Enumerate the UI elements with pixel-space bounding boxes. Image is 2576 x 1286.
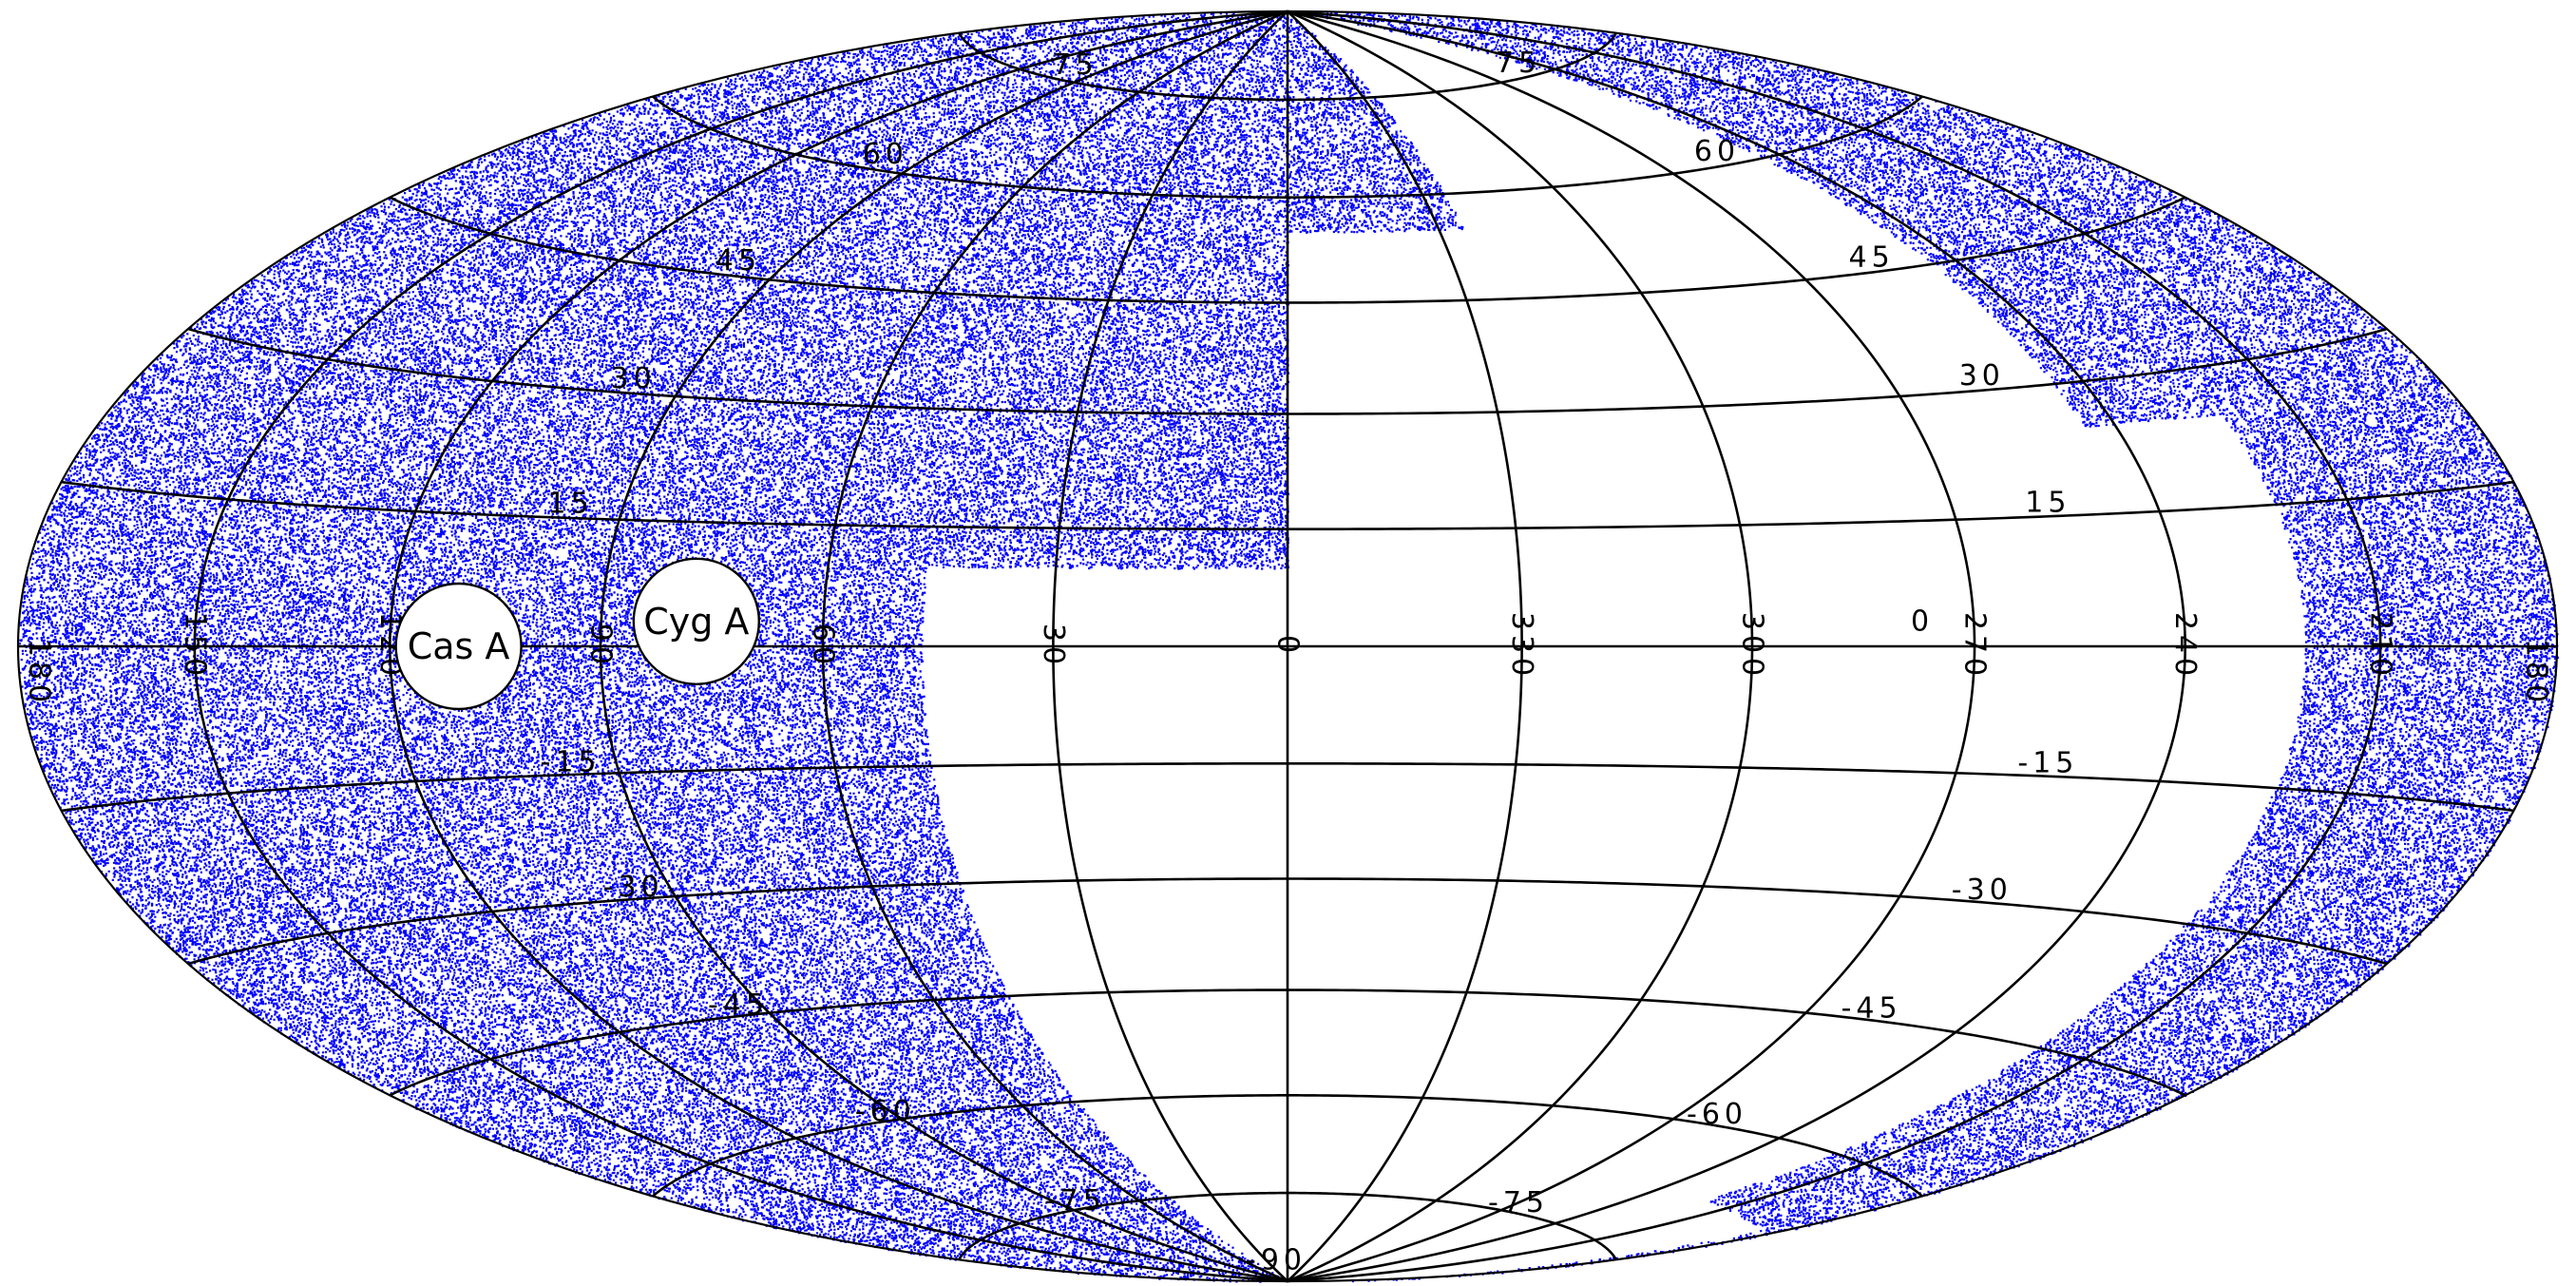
latitude-label-right: -75 — [1488, 1186, 1549, 1219]
latitude-label-left: 60 — [863, 138, 908, 171]
latitude-label-right: 0 — [1911, 605, 1934, 639]
map-outline — [16, 10, 2559, 1283]
latitude-label-right: 30 — [1959, 359, 2005, 393]
latitude-label-right: -45 — [1841, 991, 1902, 1025]
coordinate-grid — [18, 10, 2557, 1283]
longitude-label: 330 — [1505, 612, 1538, 681]
longitude-label: 0 — [1271, 635, 1305, 658]
longitude-label: 180 — [2520, 639, 2553, 707]
sky-outline — [16, 10, 2559, 1283]
source-label: Cyg A — [643, 601, 749, 643]
latitude-label-left: 30 — [611, 362, 657, 395]
latitude-label-right: -30 — [1952, 873, 2013, 907]
source-cyg-a: Cyg A — [632, 557, 760, 685]
latitude-label-left: -75 — [1045, 1184, 1106, 1218]
meridian-line — [1287, 10, 2186, 1283]
longitude-label: 180 — [23, 639, 56, 707]
meridian-line — [599, 10, 1288, 1283]
meridian-line — [821, 10, 1288, 1283]
longitude-label: 90 — [584, 624, 618, 669]
longitude-label: 240 — [2168, 612, 2202, 681]
longitude-label: 300 — [1736, 612, 1769, 681]
latitude-label-left: 45 — [716, 244, 761, 278]
latitude-label-right: -15 — [2017, 747, 2078, 780]
latitude-label-right: -60 — [1687, 1098, 1747, 1131]
source-circle — [632, 557, 760, 685]
latitude-label-left: -30 — [603, 871, 664, 904]
meridian-line — [1287, 10, 2382, 1283]
latitude-label-right: 45 — [1849, 241, 1895, 275]
latitude-label-left: 75 — [1053, 48, 1098, 82]
longitude-label: 60 — [807, 624, 840, 669]
source-cas-a: Cas A — [394, 582, 523, 711]
longitude-label: 270 — [1958, 612, 1992, 681]
latitude-label-left: 15 — [547, 488, 593, 521]
latitude-label-left: -15 — [541, 745, 601, 778]
source-label: Cas A — [408, 625, 510, 667]
meridian-line — [193, 10, 1288, 1283]
meridian-line — [1287, 10, 1976, 1283]
longitude-label: 30 — [1037, 624, 1070, 669]
source-circle — [394, 582, 523, 711]
meridian-line — [1287, 10, 1523, 1282]
longitude-label: 210 — [2364, 612, 2397, 681]
meridian-line — [1052, 10, 1288, 1282]
meridian-line — [389, 10, 1288, 1283]
latitude-label-right: 15 — [2025, 486, 2070, 519]
latitude-label-right: 75 — [1496, 47, 1541, 80]
latitude-label-left: -60 — [855, 1095, 916, 1128]
meridian-line — [1287, 10, 1754, 1283]
source-dots — [18, 11, 2560, 1283]
latitude-label-right: 60 — [1694, 135, 1740, 168]
grid-labels: 180 150 120 90 60 30 0 330 300 270 240 210 180756045… — [23, 47, 2553, 1277]
latitude-label-left: -45 — [708, 988, 769, 1022]
longitude-label: 150 — [178, 612, 211, 681]
latitude-label-right: -90 — [1246, 1244, 1307, 1277]
source-markers: Cas A Cyg A — [394, 557, 760, 711]
blue-sky-dots — [18, 11, 2560, 1283]
